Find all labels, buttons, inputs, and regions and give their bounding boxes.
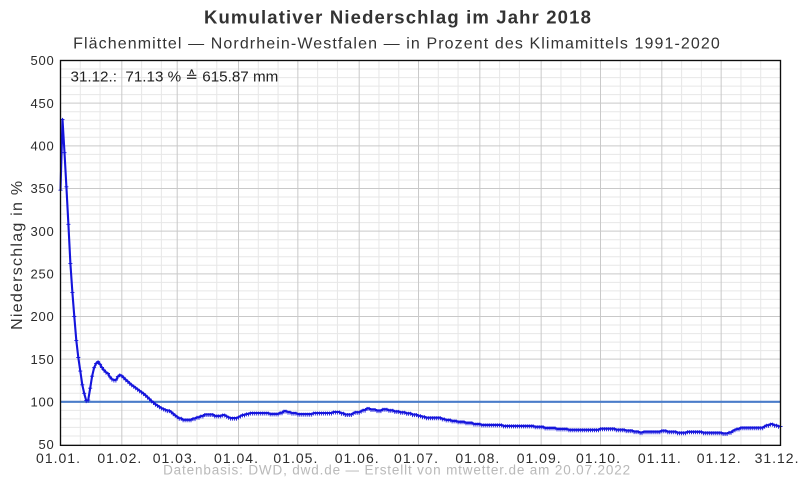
svg-text:31.12.: 71.13 % ≙ 615.87 mm: 31.12.: 71.13 % ≙ 615.87 mm: [71, 69, 279, 86]
svg-text:01.05.: 01.05.: [273, 450, 318, 466]
svg-text:01.04.: 01.04.: [214, 450, 259, 466]
svg-text:01.12.: 01.12.: [697, 450, 742, 466]
svg-text:350: 350: [31, 181, 55, 196]
svg-text:400: 400: [31, 138, 55, 153]
svg-text:Kumulativer Niederschlag im Ja: Kumulativer Niederschlag im Jahr 2018: [204, 7, 592, 28]
svg-text:01.02.: 01.02.: [97, 450, 142, 466]
svg-text:01.11.: 01.11.: [638, 450, 682, 466]
svg-text:150: 150: [31, 352, 55, 367]
svg-text:50: 50: [39, 437, 55, 452]
svg-text:300: 300: [31, 224, 55, 239]
svg-text:31.12.: 31.12.: [755, 450, 800, 466]
svg-text:450: 450: [31, 96, 55, 111]
svg-text:01.09.: 01.09.: [517, 450, 562, 466]
svg-text:01.08.: 01.08.: [455, 450, 500, 466]
svg-text:Niederschlag in %: Niederschlag in %: [9, 180, 26, 330]
svg-text:200: 200: [31, 309, 55, 324]
svg-text:Datenbasis: DWD, dwd.de — Erst: Datenbasis: DWD, dwd.de — Erstellt von m…: [163, 463, 631, 478]
svg-text:01.01.: 01.01.: [36, 450, 81, 466]
svg-text:100: 100: [31, 394, 55, 409]
svg-text:Flächenmittel — Nordrhein-West: Flächenmittel — Nordrhein-Westfalen — in…: [73, 36, 721, 53]
svg-text:01.06.: 01.06.: [335, 450, 380, 466]
svg-text:01.10.: 01.10.: [576, 450, 621, 466]
svg-text:500: 500: [31, 53, 55, 68]
svg-text:01.03.: 01.03.: [153, 450, 198, 466]
svg-text:01.07.: 01.07.: [394, 450, 439, 466]
svg-text:250: 250: [31, 266, 55, 281]
